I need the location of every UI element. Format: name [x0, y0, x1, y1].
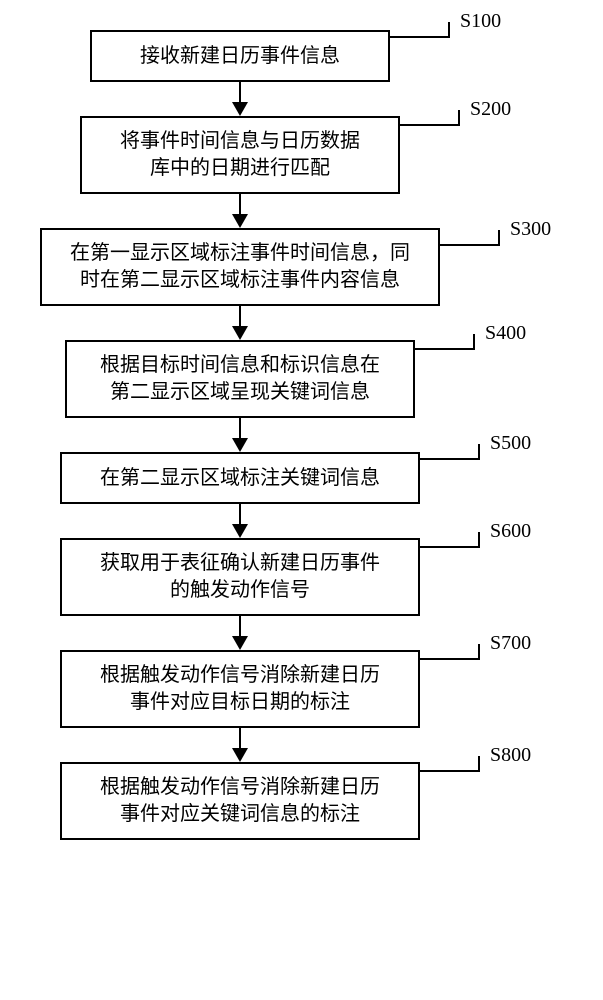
lead-line	[400, 124, 460, 126]
flow-arrow	[220, 616, 260, 650]
lead-tick	[478, 532, 480, 548]
flow-node-text: 在第二显示区域标注关键词信息	[100, 465, 380, 492]
lead-tick	[498, 230, 500, 246]
lead-line	[420, 770, 480, 772]
flow-node-text: 根据触发动作信号消除新建日历事件对应关键词信息的标注	[100, 774, 380, 828]
lead-tick	[458, 110, 460, 126]
flow-node-S500: 在第二显示区域标注关键词信息	[60, 452, 420, 504]
step-label-S500: S500	[490, 432, 531, 455]
flow-arrow	[220, 82, 260, 116]
lead-line	[420, 546, 480, 548]
step-label-S700: S700	[490, 632, 531, 655]
lead-line	[390, 36, 450, 38]
step-label-S300: S300	[510, 218, 551, 241]
lead-tick	[478, 444, 480, 460]
flow-node-S800: 根据触发动作信号消除新建日历事件对应关键词信息的标注	[60, 762, 420, 840]
flow-arrow	[220, 194, 260, 228]
lead-line	[420, 458, 480, 460]
lead-line	[440, 244, 500, 246]
flow-node-S400: 根据目标时间信息和标识信息在第二显示区域呈现关键词信息	[65, 340, 415, 418]
lead-tick	[473, 334, 475, 350]
lead-tick	[448, 22, 450, 38]
lead-line	[420, 658, 480, 660]
step-label-S200: S200	[470, 98, 511, 121]
lead-line	[415, 348, 475, 350]
flow-arrow	[220, 504, 260, 538]
flow-node-text: 接收新建日历事件信息	[140, 43, 340, 70]
flow-node-text: 根据目标时间信息和标识信息在第二显示区域呈现关键词信息	[100, 352, 380, 406]
step-label-S400: S400	[485, 322, 526, 345]
lead-tick	[478, 756, 480, 772]
flow-node-text: 获取用于表征确认新建日历事件的触发动作信号	[100, 550, 380, 604]
flow-arrow	[220, 306, 260, 340]
flow-node-text: 将事件时间信息与日历数据库中的日期进行匹配	[120, 128, 360, 182]
flow-arrow	[220, 728, 260, 762]
flow-node-text: 在第一显示区域标注事件时间信息，同时在第二显示区域标注事件内容信息	[70, 240, 410, 294]
step-label-S600: S600	[490, 520, 531, 543]
flow-node-S100: 接收新建日历事件信息	[90, 30, 390, 82]
flow-node-S700: 根据触发动作信号消除新建日历事件对应目标日期的标注	[60, 650, 420, 728]
flow-node-S600: 获取用于表征确认新建日历事件的触发动作信号	[60, 538, 420, 616]
lead-tick	[478, 644, 480, 660]
flow-node-S200: 将事件时间信息与日历数据库中的日期进行匹配	[80, 116, 400, 194]
step-label-S100: S100	[460, 10, 501, 33]
flow-node-S300: 在第一显示区域标注事件时间信息，同时在第二显示区域标注事件内容信息	[40, 228, 440, 306]
flowchart-canvas: 接收新建日历事件信息将事件时间信息与日历数据库中的日期进行匹配在第一显示区域标注…	[0, 0, 603, 1000]
flow-node-text: 根据触发动作信号消除新建日历事件对应目标日期的标注	[100, 662, 380, 716]
step-label-S800: S800	[490, 744, 531, 767]
flow-arrow	[220, 418, 260, 452]
